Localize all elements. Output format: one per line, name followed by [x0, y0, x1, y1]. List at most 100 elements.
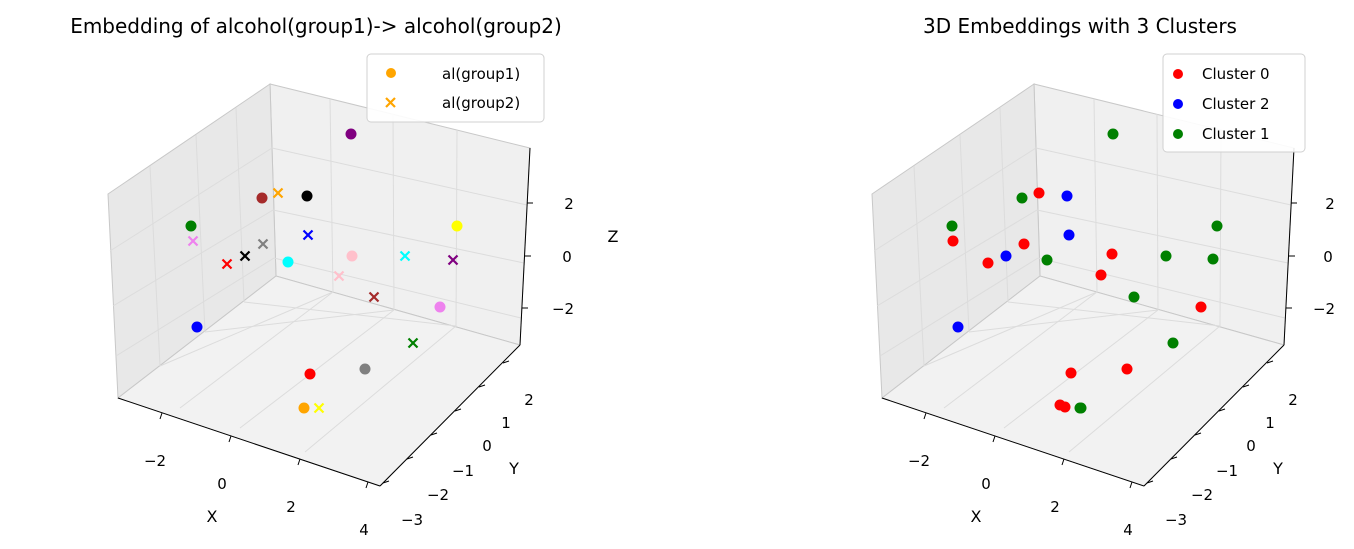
data-point-x [272, 187, 284, 199]
data-point-x [257, 238, 269, 250]
right-legend: Cluster 0 Cluster 2 Cluster 1 [1162, 53, 1306, 153]
data-point [1000, 250, 1012, 262]
left-chart-title: Embedding of alcohol(group1)-> alcohol(g… [70, 14, 562, 38]
data-point [1167, 337, 1179, 349]
left-y-ticks: −3 −2 −1 0 1 2 [382, 360, 534, 529]
left-z-tick-label: 0 [562, 248, 572, 266]
left-y-tick-label: −3 [401, 511, 423, 529]
data-point [304, 368, 316, 380]
data-point [345, 128, 357, 140]
left-z-tick-label: 2 [564, 195, 574, 213]
right-x-axis-line [881, 397, 1145, 487]
data-point-x [187, 235, 199, 247]
legend-marker-circle [1173, 69, 1183, 79]
data-point [1128, 291, 1140, 303]
left-z-axis-label: Z [608, 227, 619, 246]
legend-label: Cluster 1 [1202, 125, 1270, 143]
right-y-tick-label: 1 [1265, 414, 1275, 432]
data-point-x [399, 250, 411, 262]
legend-marker-circle [1173, 129, 1183, 139]
left-x-ticks: −2 0 2 4 [144, 412, 369, 539]
right-y-axis-line [1143, 344, 1285, 487]
data-point [1211, 220, 1223, 232]
right-x-axis-label: X [971, 507, 982, 526]
data-point [1074, 402, 1086, 414]
data-point [946, 220, 958, 232]
data-point [1095, 269, 1107, 281]
data-point [359, 363, 371, 375]
left-y-tick-label: 1 [501, 414, 511, 432]
right-y-ticks: −3 −2 −1 0 1 2 [1146, 360, 1298, 529]
left-x-axis-line [117, 397, 381, 487]
legend-marker-circle [386, 68, 396, 78]
data-point [191, 321, 203, 333]
data-point [1195, 301, 1207, 313]
data-point [1106, 248, 1118, 260]
left-z-axis-line [519, 147, 531, 346]
right-x-tick-label: 2 [1050, 498, 1060, 516]
right-z-tick-label: 2 [1325, 195, 1335, 213]
legend-label: al(group1) [442, 65, 520, 83]
left-x-tick-label: 0 [217, 475, 227, 493]
data-point [298, 402, 310, 414]
left-y-tick-label: 0 [482, 437, 492, 455]
data-point-x [221, 258, 233, 270]
data-point [1061, 190, 1073, 202]
data-point-x [239, 250, 251, 262]
data-point [451, 220, 463, 232]
left-y-axis-label: Y [508, 459, 519, 478]
data-point [1033, 187, 1045, 199]
data-point [1018, 238, 1030, 250]
right-z-axis-line [1283, 147, 1295, 346]
data-point [185, 220, 197, 232]
right-z-tick-label: −2 [1313, 300, 1335, 318]
left-y-tick-label: 2 [524, 391, 534, 409]
right-x-tick-label: 0 [981, 475, 991, 493]
left-y-axis-line [379, 344, 521, 487]
data-point-x [302, 229, 314, 241]
data-point [1107, 128, 1119, 140]
left-3d-plot: Embedding of alcohol(group1)-> alcohol(g… [70, 14, 618, 539]
left-legend: al(group1) al(group2) [366, 53, 545, 123]
data-point-x [313, 402, 325, 414]
data-point [346, 250, 358, 262]
legend-marker-x [385, 97, 396, 108]
left-grid [109, 98, 528, 453]
right-y-tick-label: −1 [1216, 462, 1238, 480]
data-point [301, 190, 313, 202]
data-point [952, 321, 964, 333]
data-point-x [447, 254, 459, 266]
right-3d-plot: 3D Embeddings with 3 Clusters [871, 14, 1335, 539]
right-y-tick-label: 0 [1246, 437, 1256, 455]
data-point-x [407, 337, 419, 349]
data-point-x [368, 291, 380, 303]
data-point [1121, 363, 1133, 375]
right-data-points [946, 128, 1223, 414]
right-y-axis-label: Y [1272, 459, 1283, 478]
legend-label: Cluster 0 [1202, 65, 1270, 83]
data-point [434, 301, 446, 313]
data-point [1207, 253, 1219, 265]
right-chart-title: 3D Embeddings with 3 Clusters [923, 14, 1237, 38]
left-z-tick-label: −2 [552, 300, 574, 318]
left-z-ticks: 2 0 −2 [522, 195, 574, 318]
left-x-tick-label: 4 [359, 521, 369, 539]
right-y-tick-label: 2 [1288, 391, 1298, 409]
right-x-ticks: −2 0 2 4 [908, 412, 1133, 539]
right-y-tick-label: −2 [1191, 486, 1213, 504]
left-data-points [185, 128, 463, 414]
data-point [256, 192, 268, 204]
right-y-tick-label: −3 [1165, 511, 1187, 529]
data-point [1063, 229, 1075, 241]
left-y-tick-label: −1 [452, 462, 474, 480]
legend-label: Cluster 2 [1202, 95, 1270, 113]
right-grid [873, 98, 1292, 453]
left-x-tick-label: 2 [286, 498, 296, 516]
legend-marker-circle [1173, 99, 1183, 109]
left-x-axis-label: X [207, 507, 218, 526]
right-z-tick-label: 0 [1323, 248, 1333, 266]
data-point [282, 256, 294, 268]
data-point [1016, 192, 1028, 204]
data-point [1054, 399, 1066, 411]
